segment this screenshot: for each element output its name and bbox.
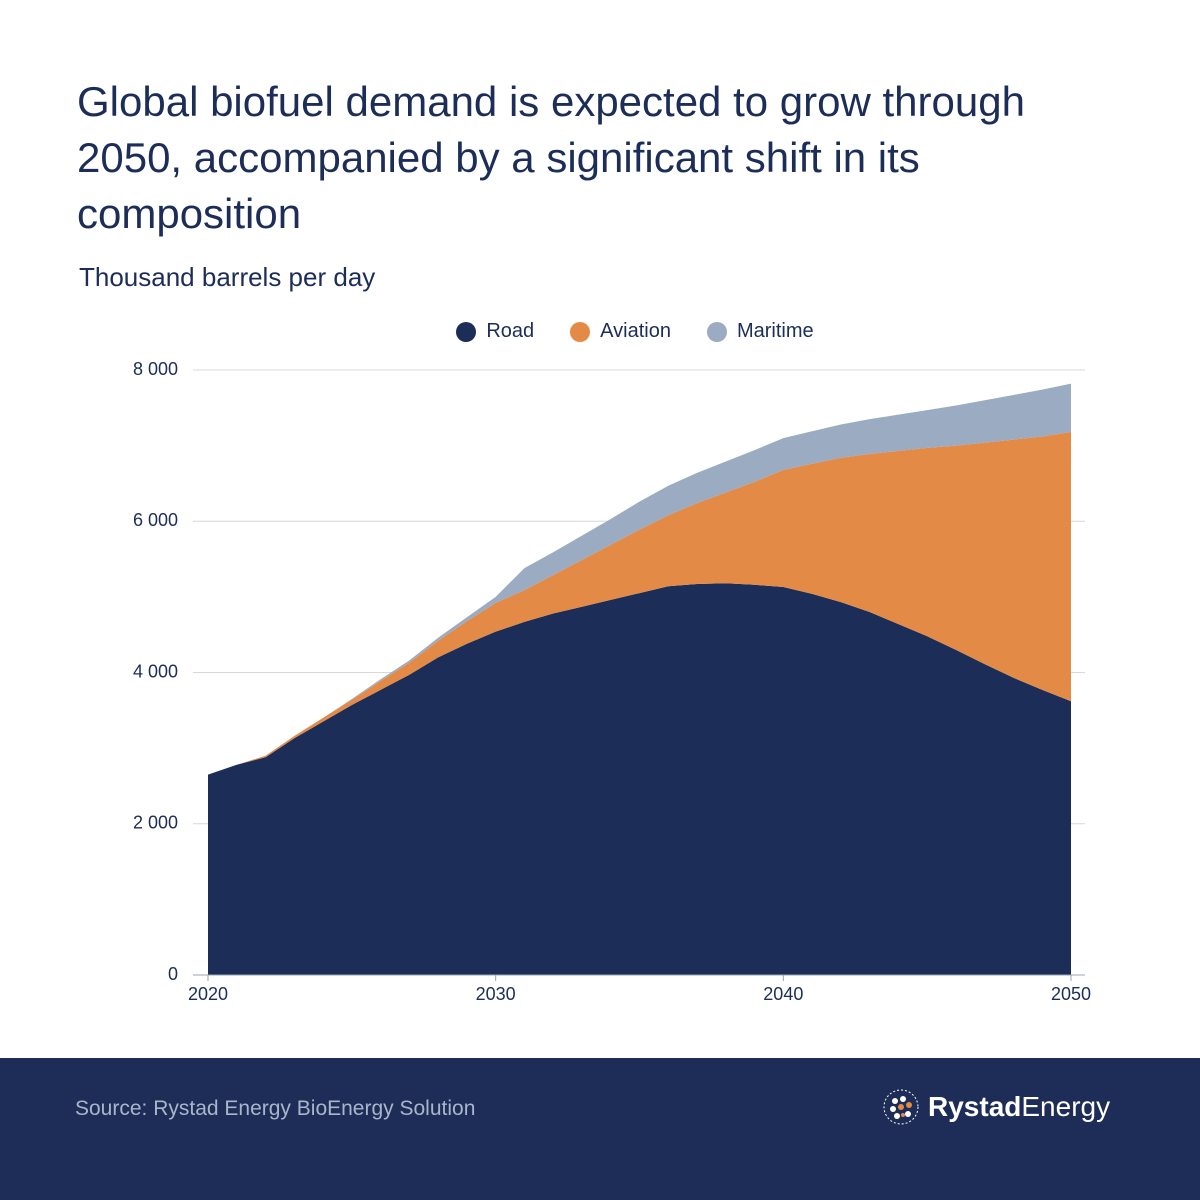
legend-entry: Road [456, 320, 534, 343]
area [208, 383, 1071, 775]
legend-entry: Maritime [706, 320, 814, 343]
legend-label: Aviation [600, 320, 671, 342]
x-tick-label: 2020 [188, 984, 228, 1004]
source: Source: Rystad Energy BioEnergy Solution [75, 1097, 476, 1120]
area [208, 583, 1071, 975]
y-tick-label: 0 [168, 964, 178, 984]
x-tick-label: 2040 [763, 984, 803, 1004]
y-tick-label: 8 000 [133, 359, 178, 379]
legend: Road Aviation Maritime [0, 320, 1200, 343]
y-tick-label: 6 000 [133, 510, 178, 530]
y-tick-label: 2 000 [133, 813, 178, 833]
x-tick-label: 2050 [1051, 984, 1091, 1004]
chart-title: Global biofuel demand is expected to gro… [77, 78, 1025, 237]
logo-bold: Rystad [928, 1091, 1022, 1122]
footer [0, 1058, 1200, 1200]
legend-swatch [456, 321, 477, 342]
legend-entry: Aviation [570, 320, 671, 343]
legend-label: Road [486, 320, 535, 342]
y-axis-unit: Thousand barrels per day [79, 262, 376, 292]
area [208, 432, 1071, 775]
legend-swatch [570, 321, 591, 342]
y-tick-label: 4 000 [133, 661, 178, 681]
chart: 0 2 000 4 000 6 000 8 000 2020 2030 2040 2050 [133, 359, 1091, 1004]
logo-regular: Energy [1021, 1091, 1111, 1122]
legend-swatch [706, 321, 727, 342]
legend-label: Maritime [736, 320, 814, 342]
logo-icon [883, 1089, 919, 1125]
logo: RystadEnergy [882, 1088, 1110, 1126]
x-tick-label: 2030 [476, 984, 516, 1004]
